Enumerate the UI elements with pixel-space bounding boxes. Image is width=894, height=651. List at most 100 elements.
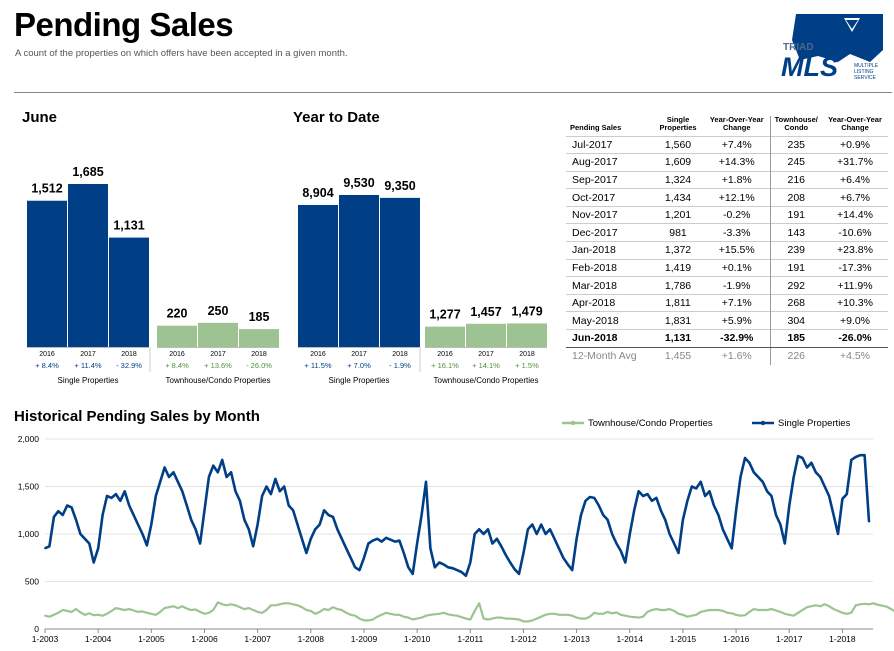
data-point bbox=[487, 528, 489, 531]
data-point bbox=[48, 615, 51, 618]
data-point bbox=[283, 485, 286, 488]
data-point bbox=[655, 497, 658, 499]
data-point bbox=[305, 609, 308, 611]
data-point bbox=[442, 611, 445, 614]
bar-value-label: 220 bbox=[167, 307, 188, 321]
data-point bbox=[482, 617, 485, 620]
data-point bbox=[141, 610, 144, 613]
data-point bbox=[336, 528, 339, 531]
data-point bbox=[407, 616, 410, 619]
data-point bbox=[628, 533, 631, 535]
data-point bbox=[141, 533, 144, 535]
data-point bbox=[775, 609, 777, 612]
logo-text-mls: MLS bbox=[781, 52, 838, 82]
data-point bbox=[854, 456, 857, 458]
bar-year-label: 2016 bbox=[310, 351, 326, 358]
data-point bbox=[704, 495, 706, 497]
bar bbox=[198, 322, 238, 347]
data-point bbox=[402, 552, 405, 554]
table-cell: Oct-2017 bbox=[566, 188, 652, 207]
data-point bbox=[797, 455, 799, 457]
data-point bbox=[580, 617, 582, 620]
table-cell: 1,609 bbox=[652, 153, 704, 172]
data-point bbox=[53, 613, 55, 616]
bar-year-label: 2018 bbox=[392, 351, 408, 358]
data-point bbox=[318, 523, 321, 526]
table-header-single: Single Properties bbox=[659, 115, 697, 133]
data-point bbox=[97, 547, 100, 550]
data-point bbox=[752, 471, 755, 474]
data-point bbox=[185, 607, 188, 610]
data-point bbox=[770, 608, 773, 610]
data-point bbox=[713, 504, 715, 507]
data-point bbox=[593, 497, 596, 499]
data-point bbox=[146, 611, 148, 614]
data-point bbox=[128, 608, 131, 610]
legend-label-townhouse: Townhouse/Condo Properties bbox=[588, 418, 713, 429]
x-tick-label: 1-2007 bbox=[244, 634, 271, 644]
data-point bbox=[730, 612, 733, 615]
data-point bbox=[132, 514, 135, 516]
data-point bbox=[327, 514, 330, 516]
table-cell: Mar-2018 bbox=[566, 276, 652, 295]
y-tick-label: 2,000 bbox=[18, 434, 40, 444]
table-cell: +0.9% bbox=[822, 135, 888, 154]
table-cell: 1,434 bbox=[652, 188, 704, 207]
data-point bbox=[872, 602, 875, 605]
bar bbox=[298, 204, 338, 347]
table-row: Oct-2017 1,434 +12.1% 208 +6.7% bbox=[566, 188, 888, 207]
data-point bbox=[327, 609, 330, 611]
history-chart-title: Historical Pending Sales by Month bbox=[14, 408, 260, 425]
y-tick-label: 1,500 bbox=[18, 482, 40, 492]
data-point bbox=[651, 609, 653, 611]
data-point bbox=[163, 607, 166, 609]
data-point bbox=[823, 485, 826, 488]
data-point bbox=[278, 490, 281, 493]
bar-change-label: + 16.1% bbox=[431, 361, 459, 370]
data-point bbox=[469, 561, 472, 564]
data-point bbox=[252, 609, 255, 611]
data-point bbox=[704, 610, 706, 612]
data-point bbox=[659, 609, 662, 611]
data-point bbox=[119, 499, 122, 502]
data-point bbox=[664, 518, 667, 521]
data-point bbox=[611, 612, 613, 615]
data-point bbox=[779, 611, 782, 613]
data-point bbox=[287, 602, 290, 605]
data-point bbox=[199, 542, 202, 545]
table-cell: +9.0% bbox=[822, 311, 888, 330]
data-point bbox=[363, 556, 365, 559]
data-point bbox=[332, 606, 334, 609]
data-point bbox=[757, 609, 760, 611]
data-point bbox=[460, 616, 463, 618]
data-point bbox=[119, 608, 122, 610]
data-point bbox=[270, 604, 272, 607]
data-point bbox=[57, 611, 60, 614]
x-tick-label: 1-2015 bbox=[670, 634, 697, 644]
data-point bbox=[717, 514, 720, 516]
data-point bbox=[690, 614, 693, 617]
data-point bbox=[190, 518, 193, 521]
data-point bbox=[221, 603, 224, 606]
data-point bbox=[527, 620, 529, 623]
data-point bbox=[106, 495, 108, 497]
data-point bbox=[522, 620, 525, 623]
data-point bbox=[535, 533, 538, 535]
data-point bbox=[314, 612, 317, 615]
data-point bbox=[553, 537, 556, 540]
bar-year-label: 2017 bbox=[478, 351, 494, 358]
data-point bbox=[123, 490, 126, 493]
data-point bbox=[642, 495, 644, 497]
data-point bbox=[624, 561, 627, 564]
data-point bbox=[814, 471, 817, 474]
data-point bbox=[659, 509, 662, 512]
data-point bbox=[571, 569, 574, 571]
data-point bbox=[841, 611, 844, 614]
table-cell: Jan-2018 bbox=[566, 241, 652, 260]
x-tick-label: 1-2016 bbox=[723, 634, 750, 644]
x-tick-label: 1-2017 bbox=[776, 634, 803, 644]
data-point bbox=[318, 611, 321, 613]
table-cell: +7.4% bbox=[704, 135, 770, 154]
table-cell: 1,560 bbox=[652, 135, 704, 154]
bar-change-label: + 14.1% bbox=[472, 361, 500, 370]
